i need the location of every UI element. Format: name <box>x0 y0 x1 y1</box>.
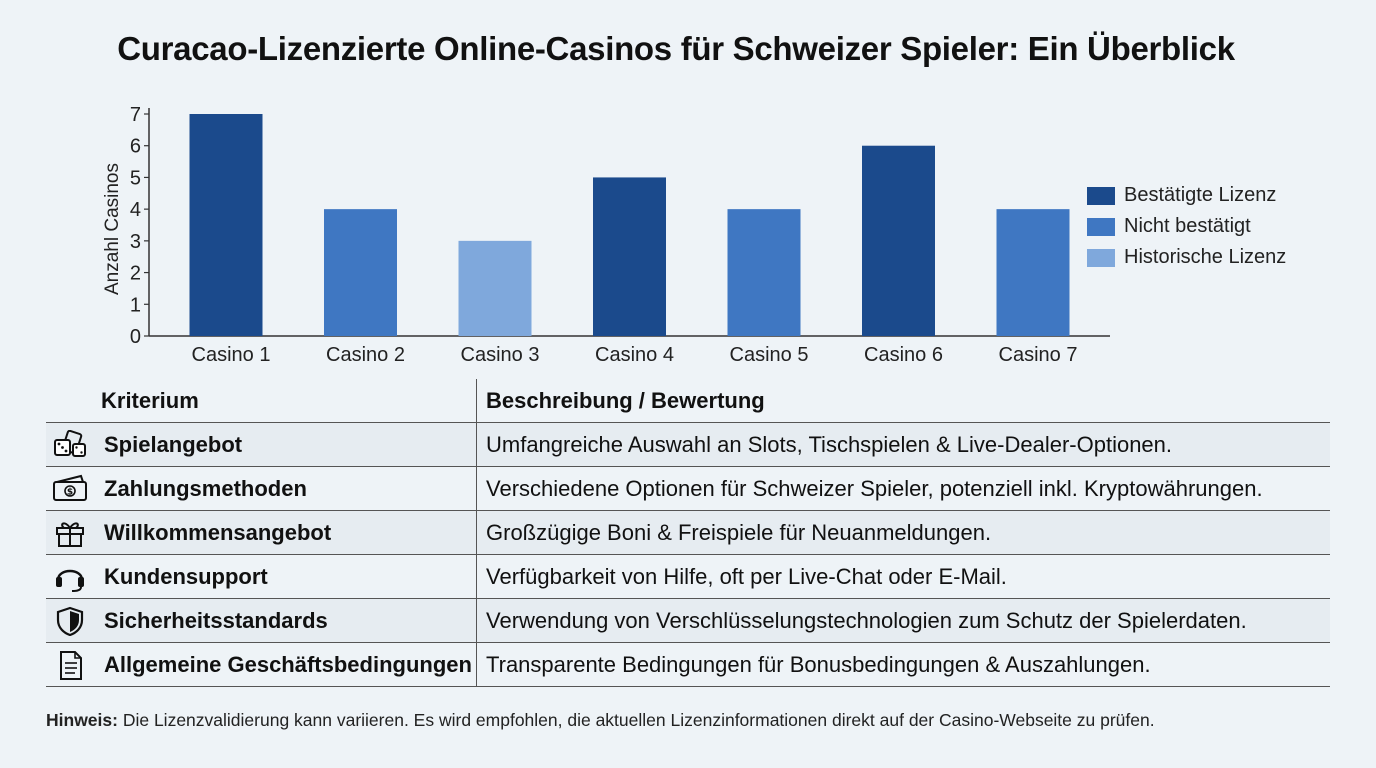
bar-5 <box>727 209 801 336</box>
description-cell: Verfügbarkeit von Hilfe, oft per Live-Ch… <box>476 554 1330 599</box>
page-title: Curacao-Lizenzierte Online-Casinos für S… <box>117 30 1235 67</box>
criterion-cell: Kundensupport <box>46 554 477 599</box>
legend-label-confirmed: Bestätigte Lizenz <box>1124 184 1277 206</box>
criterion-label: Zahlungsmethoden <box>104 475 307 501</box>
footnote: Hinweis: Die Lizenzvalidierung kann vari… <box>46 710 1346 731</box>
y-tick-label: 1 <box>130 294 141 316</box>
bar-7 <box>996 209 1070 336</box>
criterion-label: Sicherheitsstandards <box>104 607 328 633</box>
money-icon: $ <box>50 473 90 505</box>
casino-dice-cards-icon <box>50 429 90 461</box>
x-tick-label: Casino 1 <box>192 344 271 366</box>
criterion-label: Kundensupport <box>104 563 268 589</box>
y-tick-label: 2 <box>130 263 141 285</box>
description-cell: Verwendung von Verschlüsselungstechnolog… <box>476 598 1330 643</box>
criterion-cell: Sicherheitsstandards <box>46 598 477 643</box>
table-row: Sicherheitsstandards Verwendung von Vers… <box>46 598 1330 643</box>
table-header-row: Kriterium Beschreibung / Bewertung <box>46 379 1330 423</box>
table-row: $ Zahlungsmethoden Verschiedene Optionen… <box>46 466 1330 511</box>
description-cell: Transparente Bedingungen für Bonusbeding… <box>476 642 1330 687</box>
y-tick-label: 4 <box>130 199 141 221</box>
criterion-cell: Spielangebot <box>46 422 477 467</box>
bar-4 <box>593 177 666 336</box>
legend-swatch-unconfirmed <box>1087 217 1115 236</box>
bar-3 <box>458 240 532 336</box>
footnote-text: Die Lizenzvalidierung kann variieren. Es… <box>117 710 1155 730</box>
description-cell: Umfangreiche Auswahl an Slots, Tischspie… <box>476 422 1330 467</box>
header-criterion: Kriterium <box>46 379 477 423</box>
table-row: Willkommensangebot Großzügige Boni & Fre… <box>46 510 1330 555</box>
x-tick-label: Casino 5 <box>730 344 809 366</box>
legend-swatch-historic <box>1087 248 1115 267</box>
svg-text:$: $ <box>67 487 73 497</box>
legend-label-historic: Historische Lizenz <box>1124 246 1287 268</box>
headset-icon <box>50 561 90 593</box>
y-tick-label: 7 <box>130 104 141 126</box>
legend-swatch-confirmed <box>1087 186 1115 205</box>
document-icon <box>50 649 90 681</box>
legend-item-historic: Historische Lizenz <box>1087 242 1286 273</box>
criterion-cell: $ Zahlungsmethoden <box>46 466 477 511</box>
chart-legend: Bestätigte Lizenz Nicht bestätigt Histor… <box>1087 180 1286 273</box>
legend-item-unconfirmed: Nicht bestätigt <box>1087 211 1286 242</box>
criterion-label: Willkommensangebot <box>104 519 332 545</box>
shield-icon <box>50 605 90 637</box>
y-tick-label: 5 <box>130 167 141 189</box>
x-tick-label: Casino 4 <box>595 344 674 366</box>
x-tick-label: Casino 7 <box>999 344 1078 366</box>
y-axis-label: Anzahl Casinos <box>102 163 123 295</box>
criterion-label: Spielangebot <box>104 431 243 457</box>
criteria-table: Kriterium Beschreibung / Bewertung <box>46 379 1330 687</box>
table-row: Allgemeine Geschäftsbedingungen Transpar… <box>46 642 1330 687</box>
table-row: Kundensupport Verfügbarkeit von Hilfe, o… <box>46 554 1330 599</box>
bar-2 <box>324 209 397 336</box>
legend-label-unconfirmed: Nicht bestätigt <box>1124 215 1251 237</box>
description-cell: Großzügige Boni & Freispiele für Neuanme… <box>476 510 1330 555</box>
x-tick-label: Casino 3 <box>461 344 540 366</box>
header-description: Beschreibung / Bewertung <box>476 379 1330 423</box>
bar-chart: 0 1 2 3 4 5 6 7 Anzahl Casinos Casino 1 Casino 2 Ca… <box>102 104 1110 366</box>
bar-1 <box>189 114 263 336</box>
criterion-cell: Allgemeine Geschäftsbedingungen <box>46 642 477 687</box>
table-row: Spielangebot Umfangreiche Auswahl an Slo… <box>46 422 1330 467</box>
x-tick-label: Casino 2 <box>326 344 405 366</box>
x-tick-label: Casino 6 <box>864 344 943 366</box>
y-tick-label: 6 <box>130 136 141 158</box>
gift-icon <box>50 517 90 549</box>
y-tick-label: 0 <box>130 326 141 348</box>
criterion-label: Allgemeine Geschäftsbedingungen <box>104 651 472 677</box>
description-cell: Verschiedene Optionen für Schweizer Spie… <box>476 466 1330 511</box>
legend-item-confirmed: Bestätigte Lizenz <box>1087 180 1286 211</box>
footnote-label: Hinweis: <box>46 710 118 730</box>
criterion-cell: Willkommensangebot <box>46 510 477 555</box>
y-tick-label: 3 <box>130 231 141 253</box>
bar-6 <box>862 145 935 336</box>
